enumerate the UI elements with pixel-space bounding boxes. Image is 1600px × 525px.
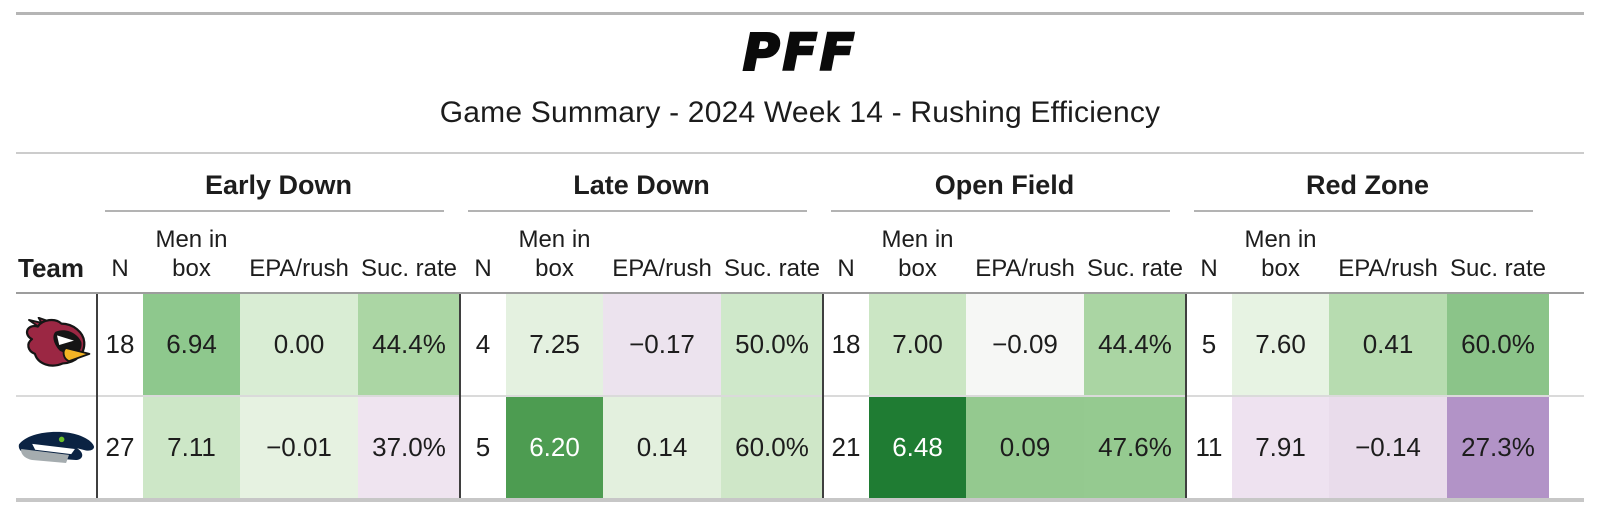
vertical-divider — [459, 294, 461, 498]
stat-cell-epa-rush: −0.01 — [240, 397, 358, 498]
stat-cell-n: 21 — [831, 432, 861, 462]
stat-cell-suc-rate: 47.6% — [1084, 397, 1186, 498]
stat-cell-suc-rate: 44.4% — [1084, 294, 1186, 395]
group-header-red-zone: Red Zone — [1186, 158, 1549, 212]
column-header-row: Team N Men in box EPA/rush Suc. rate N M… — [16, 212, 1584, 292]
team-logo-cell — [16, 397, 97, 498]
vertical-divider — [822, 294, 824, 498]
vertical-divider — [96, 294, 98, 498]
group-underline — [105, 210, 444, 212]
stat-cell-n: 11 — [1195, 432, 1223, 462]
col-header-suc-rate: Suc. rate — [723, 255, 821, 282]
group-header-open-field: Open Field — [823, 158, 1186, 212]
stat-cell-epa-rush: 0.41 — [1329, 294, 1447, 395]
col-header-n: N — [474, 255, 492, 282]
stat-cell-epa-rush: −0.17 — [603, 294, 721, 395]
svg-text:PFF: PFF — [743, 22, 857, 81]
col-header-suc-rate: Suc. rate — [1449, 255, 1547, 282]
col-header-suc-rate: Suc. rate — [360, 255, 458, 282]
col-header-n: N — [1200, 255, 1218, 282]
group-label: Early Down — [204, 170, 353, 200]
group-underline — [831, 210, 1170, 212]
col-header-n: N — [837, 255, 855, 282]
stat-cell-men-in-box: 7.25 — [506, 294, 603, 395]
table-row-cardinals: 18 6.94 0.00 44.4% 4 7.25 −0.17 50.0% 18 7.00 −0.0… — [16, 294, 1584, 395]
stat-cell-suc-rate: 27.3% — [1447, 397, 1549, 498]
stat-cell-epa-rush: 0.14 — [603, 397, 721, 498]
group-header-late-down: Late Down — [460, 158, 823, 212]
stat-cell-epa-rush: −0.09 — [966, 294, 1084, 395]
stat-cell-suc-rate: 37.0% — [358, 397, 460, 498]
stat-cell-men-in-box: 6.20 — [506, 397, 603, 498]
stat-cell-men-in-box: 7.00 — [869, 294, 966, 395]
col-header-men-in-box: Men in box — [881, 226, 954, 282]
group-label: Red Zone — [1305, 170, 1429, 200]
col-header-men-in-box: Men in box — [1244, 226, 1317, 282]
stat-cell-men-in-box: 6.48 — [869, 397, 966, 498]
bottom-divider — [16, 498, 1584, 502]
stat-cell-suc-rate: 44.4% — [358, 294, 460, 395]
top-divider — [16, 12, 1584, 15]
group-label: Open Field — [934, 170, 1075, 200]
stat-cell-n: 18 — [831, 329, 861, 359]
stat-cell-suc-rate: 60.0% — [1447, 294, 1549, 395]
page-title: Game Summary - 2024 Week 14 - Rushing Ef… — [439, 96, 1161, 129]
pff-logo: PFF — [0, 21, 1600, 84]
vertical-divider — [1185, 294, 1187, 498]
header-divider — [16, 292, 1584, 294]
stat-cell-epa-rush: −0.14 — [1329, 397, 1447, 498]
title-divider — [16, 152, 1584, 154]
stat-cell-men-in-box: 7.60 — [1232, 294, 1329, 395]
stat-cell-epa-rush: 0.09 — [966, 397, 1084, 498]
group-underline — [1194, 210, 1533, 212]
row-divider — [16, 395, 1584, 397]
stat-cell-n: 27 — [105, 432, 135, 462]
table-row-seahawks: 27 7.11 −0.01 37.0% 5 6.20 0.14 60.0% 21 6.48 0.09… — [16, 397, 1584, 498]
stat-cell-epa-rush: 0.00 — [240, 294, 358, 395]
team-logo-cell — [16, 294, 97, 395]
pff-logo-icon: PFF — [742, 21, 857, 82]
cardinals-logo-icon — [25, 316, 90, 367]
stat-cell-suc-rate: 50.0% — [721, 294, 823, 395]
col-header-epa-rush: EPA/rush — [975, 255, 1075, 282]
col-header-epa-rush: EPA/rush — [249, 255, 349, 282]
stat-cell-men-in-box: 6.94 — [143, 294, 240, 395]
seahawks-logo-icon — [18, 431, 95, 463]
stat-cell-men-in-box: 7.91 — [1232, 397, 1329, 498]
table-body: 18 6.94 0.00 44.4% 4 7.25 −0.17 50.0% 18 7.00 −0.0… — [16, 294, 1584, 498]
stat-cell-suc-rate: 60.0% — [721, 397, 823, 498]
col-header-epa-rush: EPA/rush — [612, 255, 712, 282]
col-header-men-in-box: Men in box — [155, 226, 228, 282]
col-header-n: N — [111, 255, 129, 282]
group-header-early-down: Early Down — [97, 158, 460, 212]
stat-cell-n: 4 — [475, 329, 491, 359]
group-header-row: Early Down Late Down Open Field Red Zone — [16, 158, 1584, 212]
group-label: Late Down — [573, 170, 710, 200]
stat-cell-n: 5 — [1201, 329, 1217, 359]
stat-cell-n: 5 — [475, 432, 491, 462]
group-underline — [468, 210, 807, 212]
col-header-epa-rush: EPA/rush — [1338, 255, 1438, 282]
stat-cell-men-in-box: 7.11 — [143, 397, 240, 498]
rushing-efficiency-table: Early Down Late Down Open Field Red Zone… — [16, 158, 1584, 502]
stat-cell-n: 18 — [105, 329, 135, 359]
col-header-men-in-box: Men in box — [518, 226, 591, 282]
col-header-suc-rate: Suc. rate — [1086, 255, 1184, 282]
col-header-team: Team — [18, 253, 84, 283]
